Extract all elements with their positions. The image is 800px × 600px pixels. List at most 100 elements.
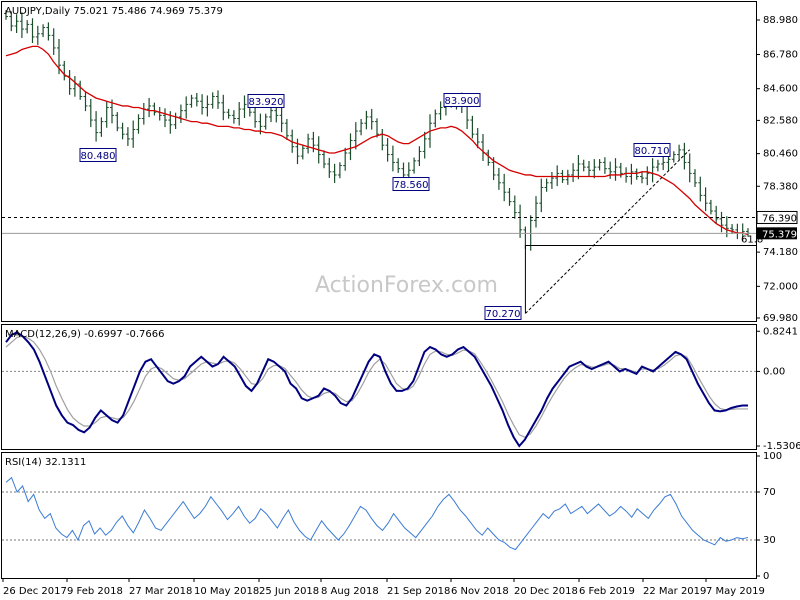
price-bar — [284, 118, 289, 140]
price-bar — [231, 110, 236, 124]
price-bar — [359, 118, 364, 136]
moving-average-line — [5, 45, 749, 236]
price-bar — [131, 120, 136, 148]
rsi-ytick-label: 70 — [763, 487, 776, 498]
price-bar — [375, 118, 379, 138]
rsi-ytick-label: 0 — [763, 571, 769, 582]
price-bar — [687, 153, 692, 183]
price-bar — [216, 90, 220, 109]
price-ytick-label: 80.460 — [763, 149, 798, 160]
price-bar — [703, 187, 708, 212]
price-bar — [35, 25, 40, 45]
price-bar — [608, 161, 613, 179]
price-bar — [364, 110, 369, 130]
price-bar — [565, 169, 570, 185]
price-bar — [719, 211, 724, 233]
macd-line — [5, 331, 748, 448]
price-bar — [640, 171, 644, 184]
price-bar — [385, 138, 390, 162]
price-bar — [327, 157, 332, 178]
price-bar — [677, 144, 682, 160]
price-bar — [390, 145, 395, 172]
macd-panel-title: MACD(12,26,9) -0.6997 -0.7666 — [5, 329, 165, 340]
price-bar — [730, 224, 735, 235]
axes: 88.98086.78084.60082.58080.46078.38076.2… — [2, 15, 800, 597]
x-tick-label: 27 Mar 2018 — [129, 586, 192, 597]
price-bar — [322, 150, 326, 169]
price-ytick-label: 69.980 — [763, 313, 798, 324]
price-bar — [486, 149, 491, 166]
macd-ytick-label: 0.8241 — [763, 326, 798, 337]
price-bar — [110, 99, 114, 124]
rsi-ytick-label: 30 — [763, 535, 776, 546]
annotation-83920: 83.920 — [247, 94, 285, 108]
x-tick-label: 22 Mar 2019 — [643, 586, 706, 597]
price-bar — [306, 133, 311, 154]
price-bar — [300, 145, 305, 160]
x-tick-label: 20 Dec 2018 — [514, 586, 578, 597]
price-bar — [9, 11, 14, 32]
svg-text:80.710: 80.710 — [635, 146, 670, 157]
price-bar — [534, 196, 538, 228]
price-panel-frame — [1, 1, 757, 322]
price-bar — [693, 169, 697, 188]
price-ytick-label: 88.980 — [763, 15, 798, 26]
price-bar — [518, 204, 523, 238]
price-bar — [104, 101, 109, 128]
price-bar — [30, 18, 35, 44]
price-bar — [332, 163, 337, 183]
price-bar — [422, 131, 427, 159]
svg-text:83.900: 83.900 — [445, 96, 480, 107]
price-bar — [83, 91, 88, 112]
price-bar — [120, 122, 125, 140]
rsi-panel — [2, 476, 756, 551]
annotation-78560: 78.560 — [392, 177, 430, 191]
rsi-panel-frame — [1, 452, 757, 579]
x-tick-label: 26 Dec 2017 — [3, 586, 67, 597]
price-bar — [200, 94, 205, 115]
price-bar — [417, 146, 422, 167]
price-bar — [396, 158, 401, 173]
price-bar — [136, 114, 141, 134]
price-bar — [655, 159, 660, 172]
fib-618-label: 61.8 — [741, 235, 763, 246]
rsi-line — [5, 476, 749, 551]
price-bar — [597, 159, 602, 171]
x-tick-label: 9 Feb 2018 — [67, 586, 123, 597]
price-bar — [496, 167, 501, 190]
price-bar — [147, 97, 152, 118]
price-bar — [475, 128, 480, 149]
svg-text:80.480: 80.480 — [81, 151, 116, 162]
price-bar — [46, 22, 51, 41]
price-bar — [433, 109, 438, 128]
price-ytick-label: 78.380 — [763, 181, 798, 192]
price-bar — [88, 98, 93, 128]
price-bar — [369, 108, 374, 130]
price-bar — [539, 178, 544, 213]
price-bar — [152, 102, 157, 116]
price-bar — [512, 195, 517, 219]
annotation-80480: 80.480 — [79, 148, 117, 162]
x-tick-label: 25 Jun 2018 — [259, 586, 319, 597]
price-ytick-label: 74.180 — [763, 247, 798, 258]
current-price-tag: 75.379 — [757, 227, 797, 240]
price-bar — [613, 158, 618, 181]
price-bar — [94, 111, 99, 142]
price-bar — [698, 176, 703, 202]
price-bar — [163, 108, 167, 128]
svg-text:70.270: 70.270 — [486, 309, 521, 320]
price-bar — [269, 105, 273, 123]
x-tick-label: 6 Nov 2018 — [451, 586, 509, 597]
x-tick-label: 8 Aug 2018 — [321, 586, 379, 597]
price-bar — [221, 94, 226, 121]
price-bar — [682, 142, 687, 170]
price-bar — [263, 113, 268, 130]
price-bar — [412, 157, 417, 174]
price-bar — [125, 127, 130, 146]
price-panel-title: AUDJPY,Daily 75.021 75.486 74.969 75.379 — [5, 6, 223, 17]
price-bar — [592, 159, 597, 179]
annotation-80710: 80.710 — [633, 143, 671, 157]
price-bar — [19, 12, 24, 39]
price-bar — [99, 117, 104, 137]
price-bar — [714, 205, 719, 225]
